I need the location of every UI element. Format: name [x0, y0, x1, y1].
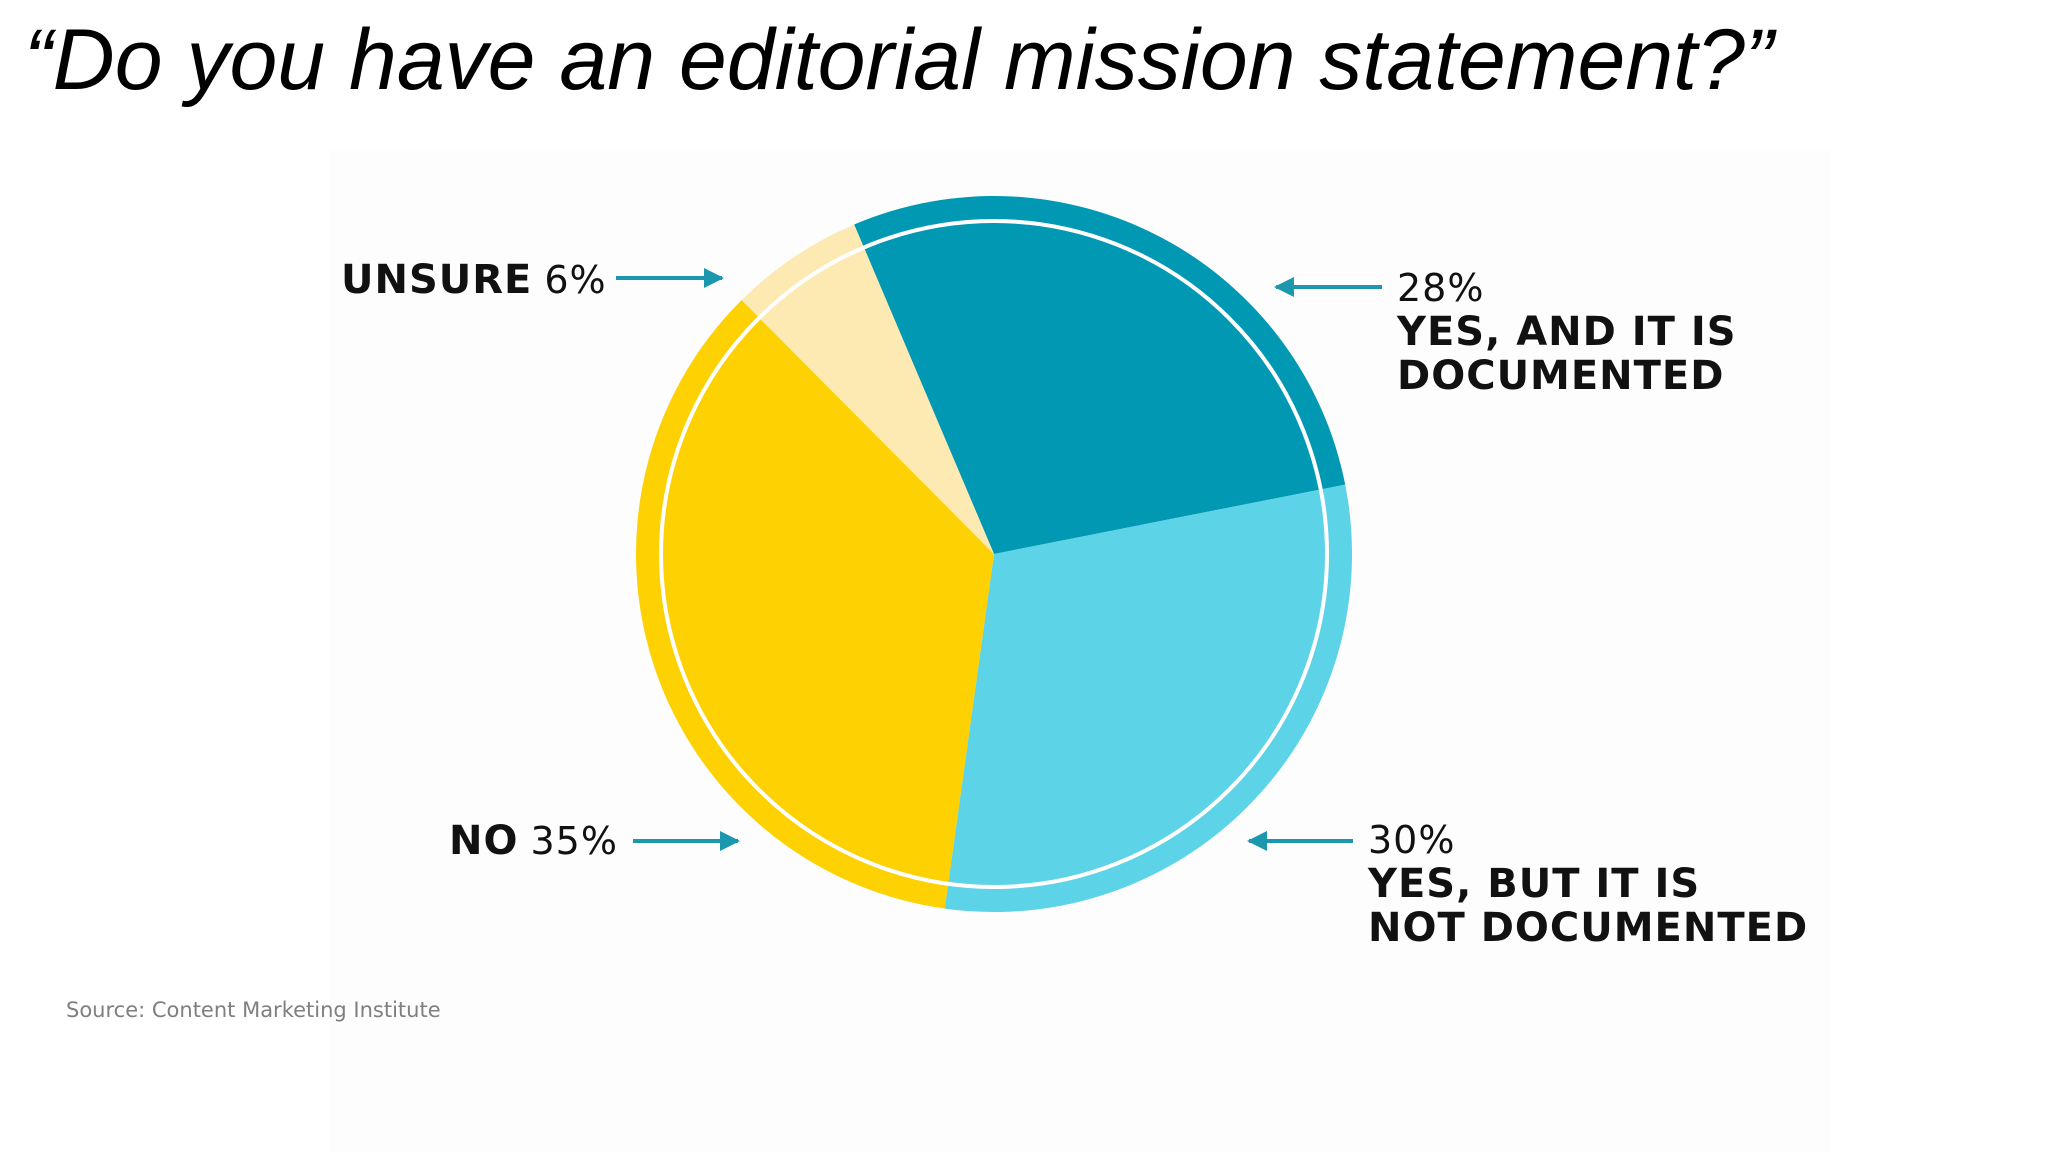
slice-label-yes-documented-line2: DOCUMENTED — [1397, 353, 1725, 399]
slice-label-unsure: UNSURE — [341, 257, 533, 303]
slice-value-yes-not-documented: 30% — [1368, 818, 1456, 862]
slice-value-unsure: 6% — [544, 258, 607, 302]
slice-value-yes-documented: 28% — [1397, 266, 1485, 310]
inner-ring — [659, 219, 1329, 889]
callout-no: NO 35% — [449, 819, 618, 863]
pie-slice-unsure — [741, 224, 994, 554]
pie-slice-no — [635, 300, 994, 909]
slice-label-yes-documented-line1: YES, AND IT IS — [1397, 309, 1737, 355]
callout-unsure: UNSURE 6% — [341, 258, 607, 302]
callout-yes-documented: 28% YES, AND IT IS DOCUMENTED — [1397, 266, 1737, 398]
slide-title: “Do you have an editorial mission statem… — [24, 12, 1774, 108]
arrow-layer — [616, 268, 1382, 851]
pie-slice-yes-not-documented — [944, 484, 1352, 912]
slice-layer — [635, 196, 1352, 912]
slice-label-yes-not-documented-line1: YES, BUT IT IS — [1368, 861, 1701, 907]
source-note: Source: Content Marketing Institute — [66, 998, 441, 1022]
callout-yes-not-documented: 30% YES, BUT IT IS NOT DOCUMENTED — [1368, 818, 1808, 950]
pie-slice-yes-documented — [854, 196, 1346, 555]
slice-label-no: NO — [449, 818, 519, 864]
slice-label-yes-not-documented-line2: NOT DOCUMENTED — [1368, 905, 1809, 951]
slice-value-no: 35% — [530, 819, 618, 863]
